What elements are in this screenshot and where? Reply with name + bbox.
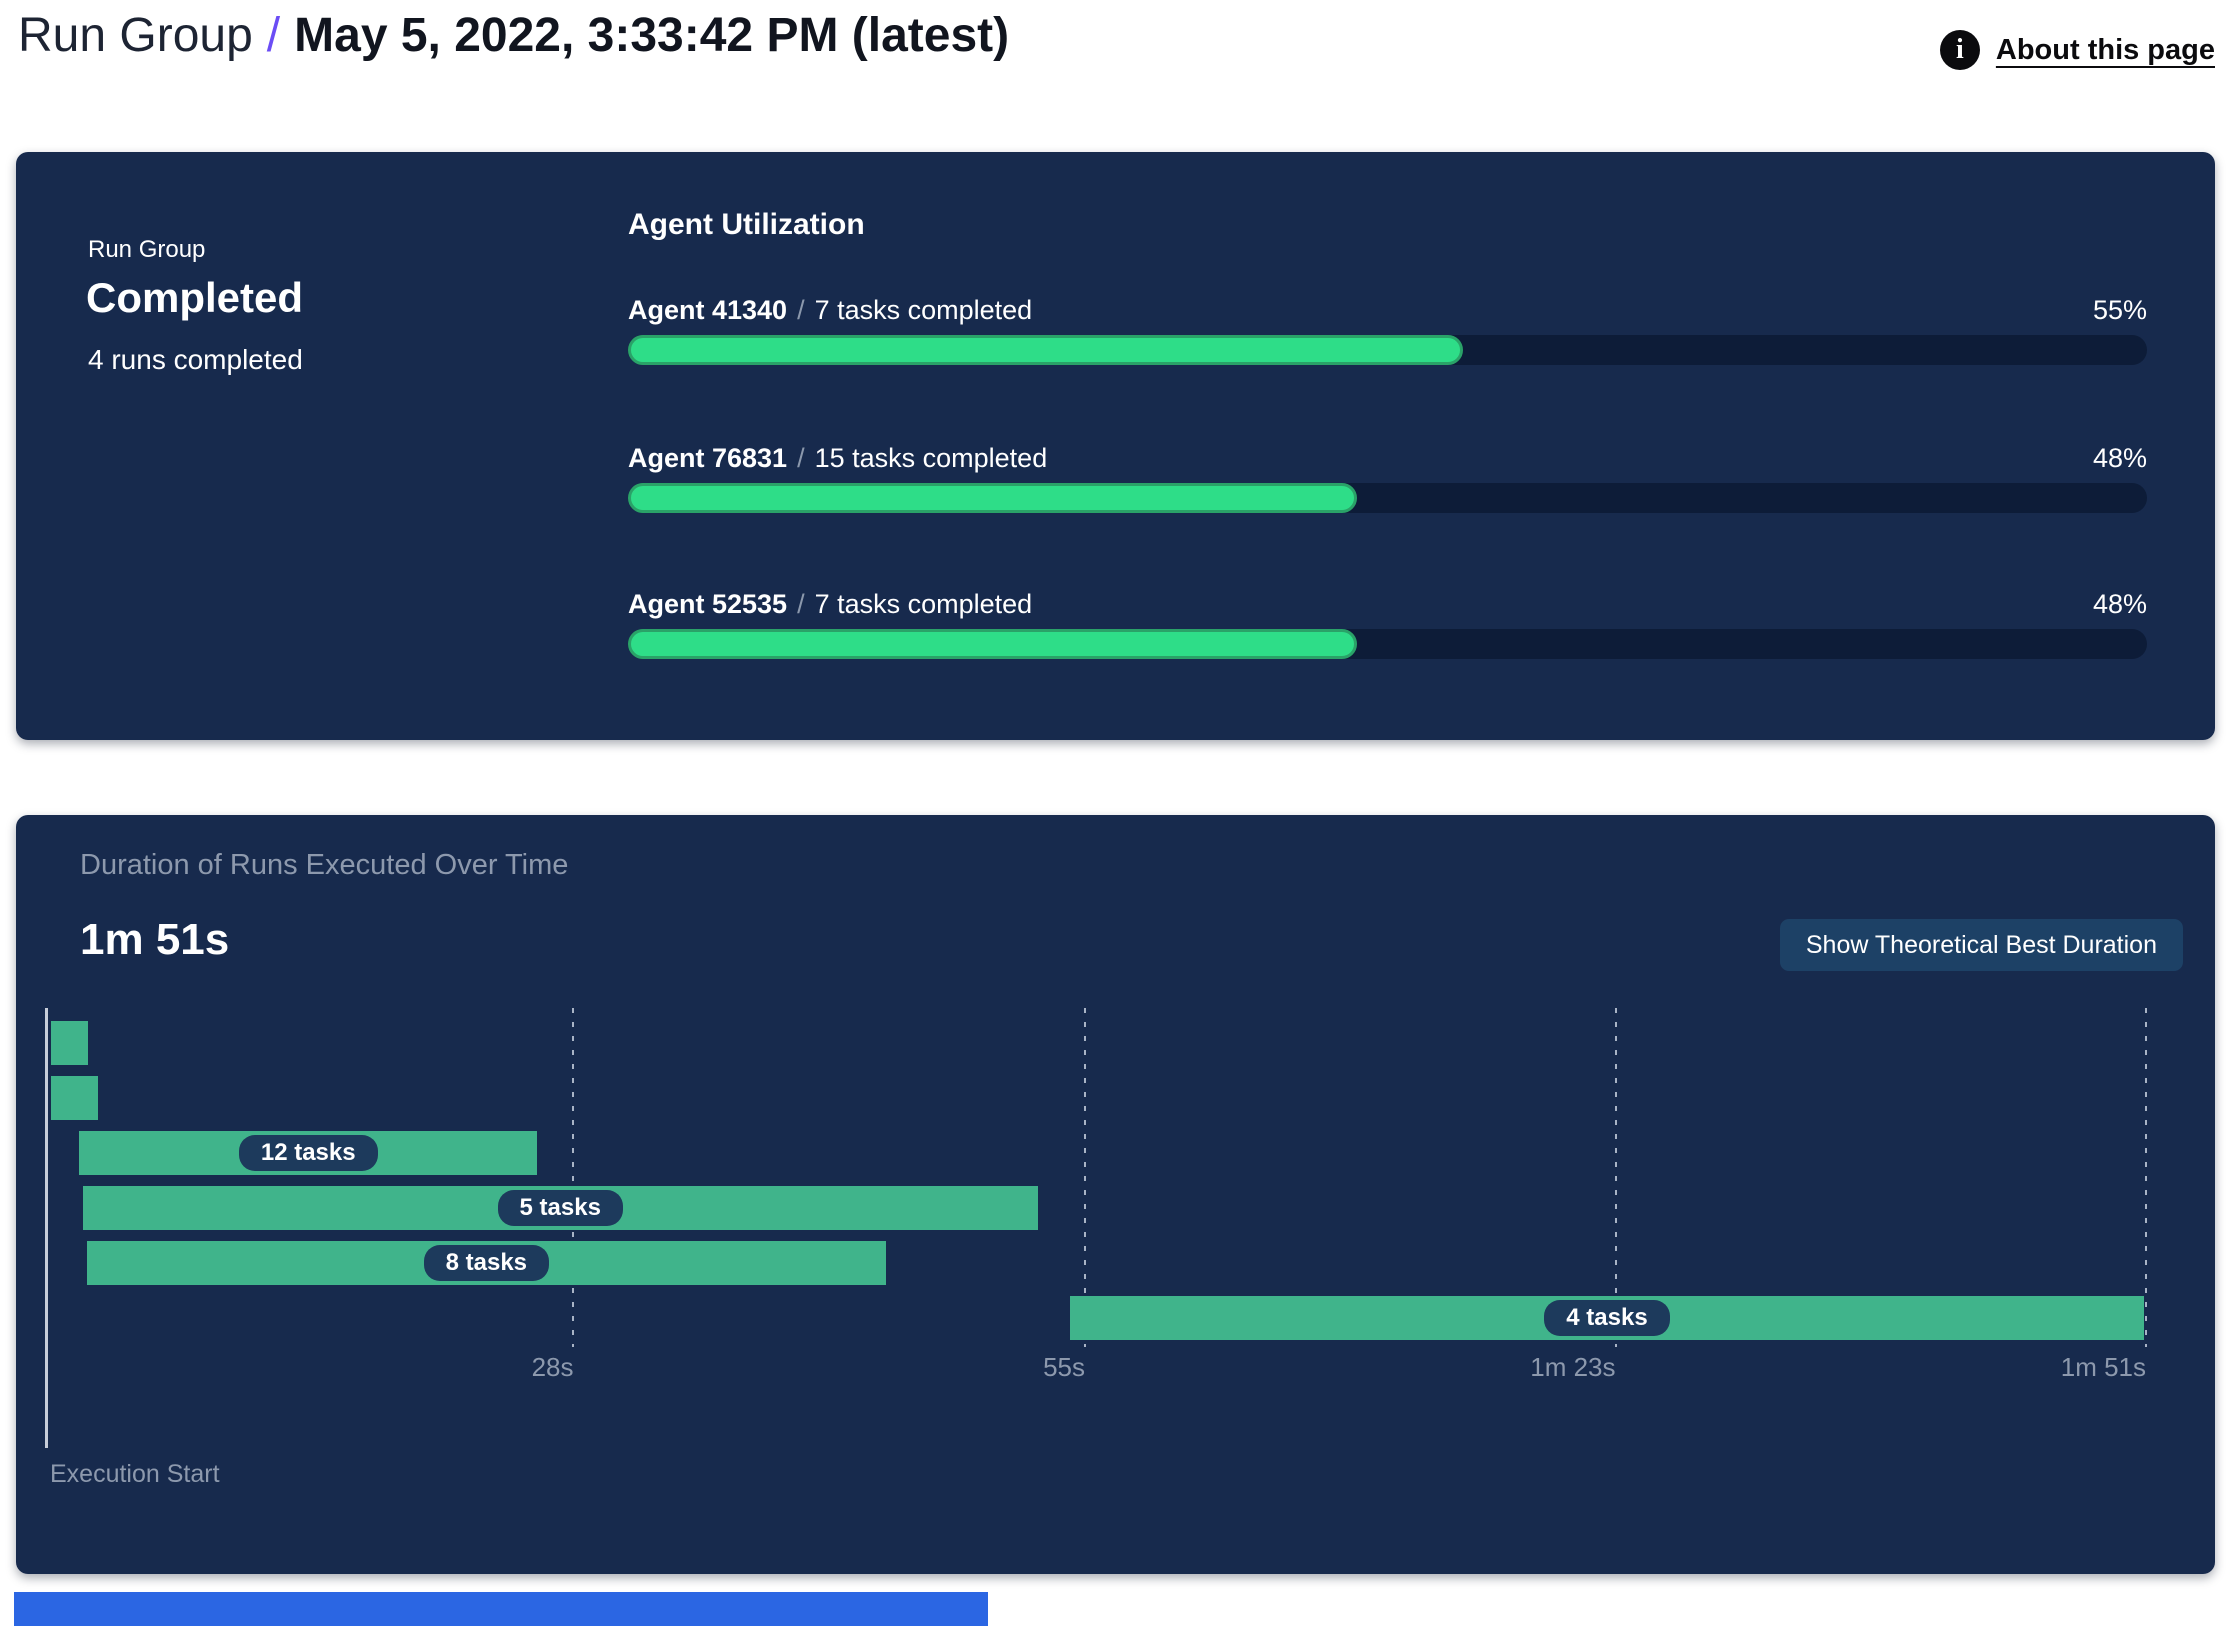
run-bar[interactable] [50, 1021, 89, 1065]
agent-name: Agent 41340 [628, 295, 788, 325]
axis-tick-label: 1m 51s [2060, 1352, 2146, 1382]
page-title: May 5, 2022, 3:33:42 PM (latest) [294, 9, 1010, 62]
agent-label-separator: / [797, 295, 805, 325]
agent-name: Agent 52535 [628, 589, 788, 619]
agent-utilization-title: Agent Utilization [628, 208, 865, 241]
utilization-progress-track [628, 629, 2147, 659]
status-value: Completed [86, 274, 304, 321]
agent-label-separator: / [797, 589, 805, 619]
axis-tick-label: 55s [1043, 1352, 1086, 1382]
page-header: Run Group / May 5, 2022, 3:33:42 PM (lates… [18, 8, 1009, 63]
execution-start-axis-line [45, 1008, 48, 1448]
about-this-page-link[interactable]: About this page [1995, 33, 2215, 66]
utilization-progress-fill [628, 483, 1358, 513]
run-task-count-badge: 4 tasks [1544, 1300, 1670, 1336]
info-icon[interactable]: i [1939, 30, 1980, 70]
duration-panel: Duration of Runs Executed Over Time 1m 5… [16, 815, 2215, 1574]
utilization-progress-fill [628, 629, 1358, 659]
agent-label: Agent 41340 / 7 tasks completed [628, 295, 1032, 326]
agent-label: Agent 52535 / 7 tasks completed [628, 589, 1032, 620]
agent-row: Agent 52535 / 7 tasks completed 48% [628, 589, 2147, 679]
gridline [1084, 1008, 1087, 1347]
axis-tick-label: 1m 23s [1530, 1352, 1616, 1382]
run-bar[interactable]: 4 tasks [1069, 1296, 2145, 1340]
agent-tasks-completed: 7 tasks completed [814, 589, 1033, 619]
agent-utilization-percent: 55% [2092, 295, 2147, 325]
status-detail: 4 runs completed [88, 344, 303, 375]
agent-label-separator: / [797, 443, 805, 473]
run-group-panel: Run Group Completed 4 runs completed Age… [16, 152, 2215, 740]
agent-row: Agent 76831 / 15 tasks completed 48% [628, 443, 2147, 533]
utilization-progress-fill [628, 335, 1464, 365]
axis-tick-label: 28s [531, 1352, 574, 1382]
agent-name: Agent 76831 [628, 443, 788, 473]
agent-utilization-percent: 48% [2092, 589, 2147, 619]
run-bar[interactable] [50, 1076, 98, 1120]
agent-label: Agent 76831 / 15 tasks completed [628, 443, 1047, 474]
execution-start-label: Execution Start [50, 1460, 220, 1488]
gridline [572, 1008, 575, 1347]
show-theoretical-best-duration-button[interactable]: Show Theoretical Best Duration [1779, 919, 2183, 971]
about-this-page: i About this page [1939, 30, 2215, 70]
status-card-label: Run Group [88, 236, 206, 263]
total-duration-value: 1m 51s [80, 915, 230, 964]
bottom-blue-strip [14, 1592, 988, 1626]
gridline [2145, 1008, 2147, 1347]
agent-tasks-completed: 15 tasks completed [814, 443, 1048, 473]
utilization-progress-track [628, 335, 2147, 365]
duration-chart-title: Duration of Runs Executed Over Time [80, 849, 569, 881]
agent-row: Agent 41340 / 7 tasks completed 55% [628, 295, 2147, 385]
run-task-count-badge: 5 tasks [497, 1190, 623, 1226]
agent-tasks-completed: 7 tasks completed [814, 295, 1033, 325]
run-bar[interactable]: 12 tasks [78, 1131, 538, 1175]
run-task-count-badge: 12 tasks [238, 1135, 378, 1171]
gridline [1614, 1008, 1617, 1347]
gantt-chart: 28s 55s 1m 23s 1m 51s 12 tasks 5 tasks 8 tasks… [43, 1008, 2147, 1382]
breadcrumb-run-group[interactable]: Run Group [18, 9, 253, 62]
utilization-progress-track [628, 483, 2147, 513]
breadcrumb-separator: / [266, 9, 281, 62]
agent-utilization-percent: 48% [2092, 443, 2147, 473]
run-bar[interactable]: 8 tasks [86, 1241, 887, 1285]
run-task-count-badge: 8 tasks [423, 1245, 550, 1281]
run-bar[interactable]: 5 tasks [82, 1186, 1038, 1230]
